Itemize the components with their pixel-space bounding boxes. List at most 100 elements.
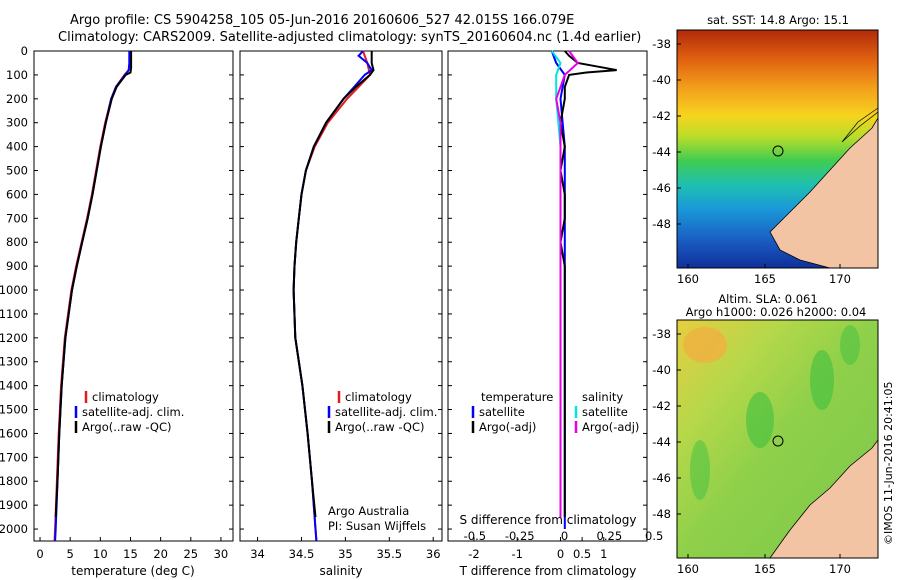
x2-tick-label: -0.25 — [505, 529, 535, 543]
x-tick-label: -1 — [511, 547, 522, 561]
sla-map-frame — [676, 319, 879, 559]
lat-tick-label: -42 — [652, 109, 671, 123]
x2-tick-label: -0.5 — [464, 529, 486, 543]
sst-map-title: sat. SST: 14.8 Argo: 15.1 — [707, 13, 849, 27]
x-tick-label: 0 — [557, 547, 564, 561]
lat-tick-label: -46 — [652, 181, 671, 195]
legend-temp-argo: Argo(-adj) — [479, 420, 536, 434]
legend-sal-satellite: satellite — [582, 405, 628, 419]
x-tick-label: 36 — [426, 547, 441, 561]
x-tick-label: 1 — [600, 547, 607, 561]
series-line-argo-raw-qc- — [292, 51, 375, 518]
legend-sal-argo: Argo(-adj) — [582, 420, 639, 434]
lat-tick-label: -40 — [652, 363, 671, 377]
sst-map-frame — [676, 29, 879, 269]
depth-tick-label: 1300 — [0, 355, 28, 369]
legend-temp-satellite: satellite — [479, 405, 525, 419]
sla-anomaly — [690, 440, 710, 500]
x-tick-label: 35.5 — [376, 547, 402, 561]
lat-tick-label: -38 — [652, 37, 671, 51]
depth-tick-label: 1500 — [0, 403, 28, 417]
lat-tick-label: -44 — [652, 145, 671, 159]
sla-map: Altim. SLA: 0.061 Argo h1000: 0.026 h200… — [652, 292, 879, 576]
x2-tick-label: 0.5 — [645, 529, 663, 543]
depth-tick-label: 1700 — [0, 450, 28, 464]
legend-label-satellite: satellite-adj. clim. — [335, 405, 437, 419]
series-line-satellite-adj-clim- — [54, 51, 131, 542]
temperature-axis-label: temperature (deg C) — [71, 564, 194, 578]
x-tick-label: 20 — [153, 547, 168, 561]
series-line-climatology — [292, 50, 372, 542]
series-line-temperature-argo-adj- — [559, 50, 617, 518]
sst-map: sat. SST: 14.8 Argo: 15.1 -38 -40 -42 -44 -4… — [652, 13, 879, 286]
sla-map-axes: -38 -40 -42 -44 -46 -48 160 165 170 — [652, 327, 851, 576]
legend-label-climatology: climatology — [92, 390, 159, 404]
x-tick-label: -2 — [468, 547, 479, 561]
depth-tick-label: 700 — [6, 211, 28, 225]
legend-label-argo: Argo(..raw -QC) — [82, 420, 172, 434]
lat-tick-label: -42 — [652, 399, 671, 413]
depth-axis: 0 100 200 300 400 500 600 700 800 900 1000 1100 1200… — [0, 44, 647, 536]
temperature-legend: climatology satellite-adj. clim. Argo(..… — [74, 390, 184, 434]
x-tick-label: 25 — [183, 547, 198, 561]
salinity-series-group — [292, 50, 375, 542]
title-line-1: Argo profile: CS 5904258_105 05-Jun-2016… — [70, 13, 574, 28]
x-tick-label: 10 — [93, 547, 108, 561]
depth-tick-label: 400 — [6, 140, 28, 154]
depth-tick-label: 1900 — [0, 498, 28, 512]
legend-label-argo: Argo(..raw -QC) — [335, 420, 425, 434]
lat-tick-label: -46 — [652, 471, 671, 485]
sla-anomaly — [810, 350, 834, 410]
difference-series-group — [550, 50, 617, 529]
sst-map-axes: -38 -40 -42 -44 -46 -48 160 165 170 — [652, 37, 851, 286]
sla-anomaly — [746, 392, 774, 448]
depth-tick-label: 300 — [6, 116, 28, 130]
depth-tick-label: 1200 — [0, 331, 28, 345]
x-tick-label: 35 — [338, 547, 353, 561]
depth-tick-label: 2000 — [0, 522, 28, 536]
depth-tick-label: 1600 — [0, 426, 28, 440]
depth-tick-label: 800 — [6, 235, 28, 249]
depth-tick-label: 900 — [6, 259, 28, 273]
lat-tick-label: -48 — [652, 507, 671, 521]
sla-anomaly — [840, 325, 860, 365]
lat-tick-label: -48 — [652, 217, 671, 231]
x-tick-label: 0.5 — [573, 547, 591, 561]
credit-line-1: Argo Australia — [328, 504, 409, 518]
series-line-climatology — [53, 51, 132, 542]
coastline — [841, 107, 878, 143]
legend-salinity-title: salinity — [582, 390, 623, 404]
sla-anomaly-high — [683, 327, 727, 363]
x-tick-label: 30 — [214, 547, 229, 561]
depth-tick-label: 500 — [6, 164, 28, 178]
depth-tick-label: 600 — [6, 187, 28, 201]
salinity-legend: climatology satellite-adj. clim. Argo(..… — [327, 390, 437, 434]
lon-tick-label: 160 — [677, 272, 699, 286]
legend-label-climatology: climatology — [345, 390, 412, 404]
lat-tick-label: -40 — [652, 73, 671, 87]
sla-map-title-1: Altim. SLA: 0.061 — [718, 292, 817, 306]
legend-label-satellite: satellite-adj. clim. — [82, 405, 184, 419]
x-tick-label: 34 — [250, 547, 265, 561]
argo-float-marker — [772, 435, 784, 447]
series-line-salinity-argo-adj- — [555, 50, 580, 518]
series-line-satellite-adj-clim- — [292, 50, 374, 542]
temperature-series-group — [53, 51, 133, 542]
temperature-panel-frame — [33, 50, 234, 542]
salinity-axis-label: salinity — [319, 564, 362, 578]
lon-tick-label: 160 — [677, 562, 699, 576]
x-tick-label: 5 — [67, 547, 74, 561]
depth-tick-label: 100 — [6, 68, 28, 82]
sla-map-title-2: Argo h1000: 0.026 h2000: 0.04 — [686, 305, 867, 319]
salinity-panel-frame — [239, 50, 443, 542]
lat-tick-label: -38 — [652, 327, 671, 341]
depth-tick-label: 200 — [6, 92, 28, 106]
new-zealand-land — [769, 117, 878, 268]
x-tick-label: 34.5 — [289, 547, 315, 561]
legend-temperature-title: temperature — [481, 390, 553, 404]
depth-tick-label: 0 — [21, 44, 28, 58]
x-axes-group: 0 5 10 15 20 25 30 34 34.5 35 35.5 36 -2 -1 0 0.5 1 -0.5 -… — [36, 529, 663, 561]
imos-watermark: ©IMOS 11-Jun-2016 20:41:05 — [882, 381, 895, 545]
credit-line-2: PI: Susan Wijffels — [328, 519, 426, 533]
argo-float-marker — [772, 145, 784, 157]
